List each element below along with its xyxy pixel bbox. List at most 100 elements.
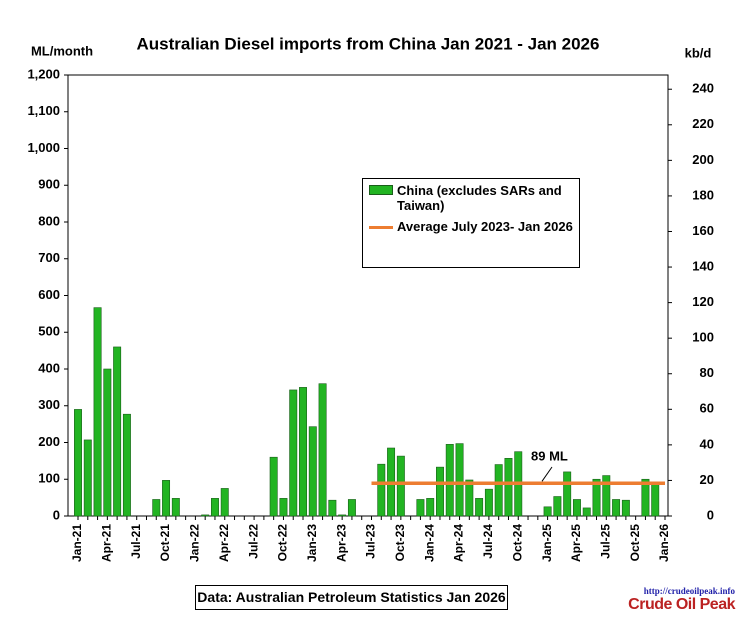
bar (113, 346, 122, 517)
y2-tick-label: 20 (700, 472, 714, 487)
bar (152, 499, 161, 517)
bar (612, 499, 621, 517)
x-tick-label: Apr-21 (100, 524, 114, 562)
bar (201, 514, 210, 517)
x-tick-label: Oct-25 (628, 524, 642, 562)
y2-tick-label: 180 (692, 187, 714, 202)
bar (74, 409, 82, 517)
bar (279, 498, 288, 517)
y2-tick-label: 220 (692, 116, 714, 131)
annotation: 89 ML (531, 448, 568, 463)
x-tick-label: Jul-21 (129, 524, 143, 559)
y-tick-label: 300 (38, 397, 60, 412)
y-tick-label: 900 (38, 177, 60, 192)
bar (475, 498, 484, 517)
bar (484, 488, 493, 517)
y-tick-label: 1,200 (27, 66, 60, 81)
x-tick-label: Jan-24 (422, 524, 436, 562)
bar (347, 499, 356, 517)
y2-tick-label: 40 (700, 436, 714, 451)
legend-label: Average July 2023- Jan 2026 (397, 219, 573, 234)
y2-tick-label: 60 (700, 401, 714, 416)
y2-tick-label: 240 (692, 81, 714, 96)
x-tick-label: Jan-25 (540, 524, 554, 562)
legend-label: China (excludes SARs and Taiwan) (397, 183, 562, 213)
bar (318, 383, 327, 517)
y-tick-label: 1,000 (27, 140, 60, 155)
x-tick-label: Apr-25 (569, 524, 583, 562)
bar (308, 426, 317, 517)
y2-tick-label: 140 (692, 258, 714, 273)
x-tick-label: Jan-23 (305, 524, 319, 562)
bar (269, 456, 278, 517)
bar (641, 478, 650, 517)
x-tick-label: Jul-23 (364, 524, 378, 559)
x-tick-label: Jan-21 (70, 524, 84, 562)
bar (651, 483, 660, 517)
bar (299, 387, 307, 517)
bar (328, 499, 337, 517)
logo-url: http://crudeoilpeak.info (643, 586, 735, 596)
bar (162, 480, 171, 517)
x-tick-label: Jul-25 (598, 524, 612, 559)
chart-title: Australian Diesel imports from China Jan… (137, 34, 600, 53)
x-tick-label: Oct-23 (393, 524, 407, 562)
bar (602, 475, 611, 517)
y2-tick-label: 0 (707, 507, 714, 522)
x-tick-label: Jan-22 (188, 524, 202, 562)
y2-tick-label: 160 (692, 223, 714, 238)
bar (426, 498, 435, 517)
plot-frame (67, 74, 669, 517)
bar (338, 514, 347, 517)
y2-tick-label: 200 (692, 152, 714, 167)
x-tick-label: Apr-23 (334, 524, 348, 562)
x-tick-label: Oct-21 (158, 524, 172, 562)
legend-item: Average July 2023- Jan 2026 (369, 219, 573, 234)
bar (220, 488, 229, 517)
bar (103, 368, 112, 517)
x-tick-label: Oct-22 (276, 524, 290, 562)
bar (377, 463, 386, 517)
bar (465, 479, 474, 517)
logo-name: Crude Oil Peak (628, 596, 735, 613)
legend: China (excludes SARs and Taiwan) Average … (362, 178, 580, 268)
y2-tick-label: 100 (692, 330, 714, 345)
x-tick-label: Jul-22 (246, 524, 260, 559)
logo: http://crudeoilpeak.info Crude Oil Peak (575, 586, 735, 620)
bar (171, 498, 180, 517)
y-tick-label: 700 (38, 250, 60, 265)
source-note: Data: Australian Petroleum Statistics Ja… (195, 585, 508, 610)
y-tick-label: 600 (38, 287, 60, 302)
bar (210, 498, 219, 517)
bar (436, 466, 444, 517)
annotation-pointer (541, 466, 553, 482)
bar (582, 507, 591, 517)
y2-axis-label: kb/d (685, 45, 712, 60)
bar (93, 307, 102, 517)
bar (621, 499, 630, 517)
x-tick-label: Oct-24 (510, 524, 524, 562)
x-tick-label: Jan-26 (657, 524, 671, 562)
bar (396, 455, 405, 517)
bar (455, 443, 464, 517)
bar (83, 439, 92, 517)
bar (592, 478, 601, 517)
y2-tick-label: 120 (692, 294, 714, 309)
bar (572, 499, 581, 517)
bar (553, 496, 562, 517)
bar (289, 389, 298, 517)
bar (122, 413, 131, 517)
y-tick-label: 500 (38, 324, 60, 339)
bar (563, 471, 572, 517)
x-tick-label: Apr-22 (217, 524, 231, 562)
bar (543, 506, 552, 517)
y-tick-label: 200 (38, 434, 60, 449)
y-tick-label: 800 (38, 213, 60, 228)
y2-tick-label: 80 (700, 365, 714, 380)
legend-swatch (369, 185, 393, 195)
bar (494, 464, 503, 517)
bar (416, 499, 425, 517)
x-tick-label: Jul-24 (481, 524, 495, 559)
